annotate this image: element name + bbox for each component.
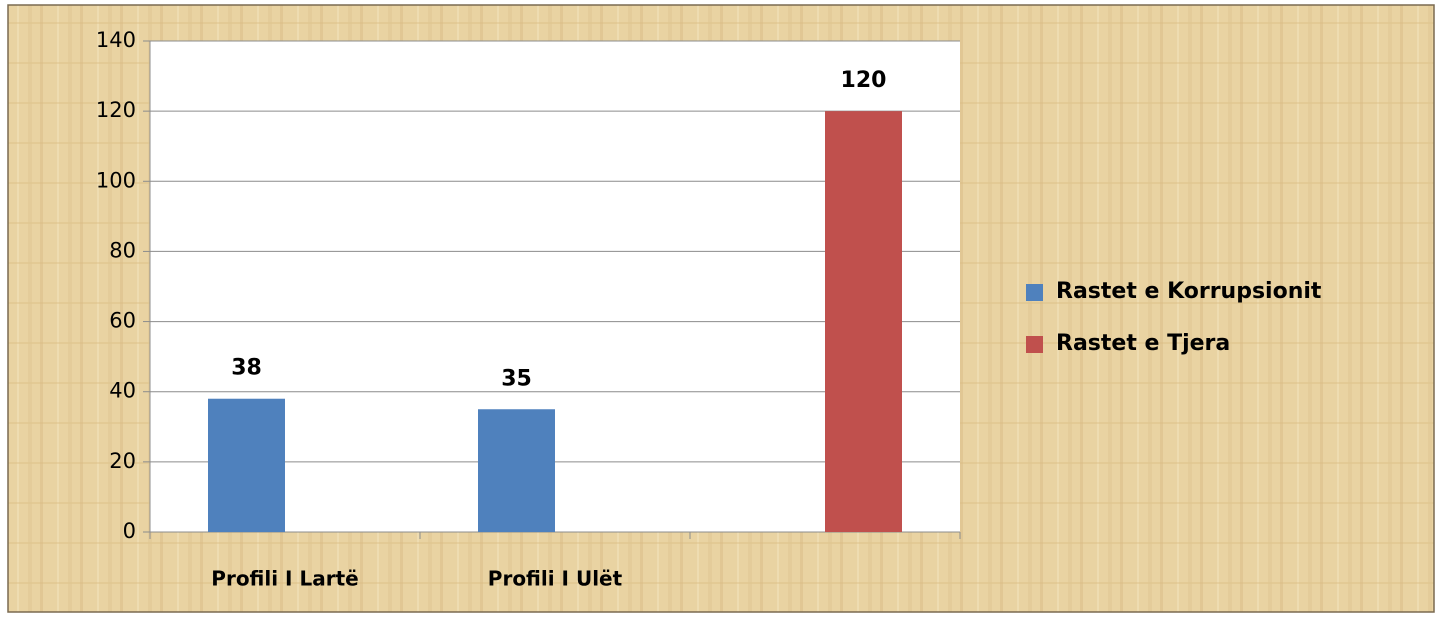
legend-label: Rastet e Korrupsionit xyxy=(1056,279,1322,304)
legend-swatch xyxy=(1026,284,1043,301)
bar xyxy=(825,111,902,533)
y-tick-label: 120 xyxy=(96,98,136,122)
y-tick-label: 0 xyxy=(123,519,136,543)
y-tick-label: 100 xyxy=(96,168,136,192)
y-tick-label: 40 xyxy=(109,379,136,403)
y-tick-label: 20 xyxy=(109,449,136,473)
y-tick-label: 60 xyxy=(109,309,136,333)
data-label: 38 xyxy=(231,356,262,381)
data-label: 120 xyxy=(841,68,887,93)
y-tick-label: 80 xyxy=(109,238,136,262)
legend-label: Rastet e Tjera xyxy=(1056,331,1230,356)
x-tick-label: Profili I Ulët xyxy=(488,567,623,591)
bar xyxy=(478,409,555,532)
x-tick-label: Profili I Lartë xyxy=(211,567,358,591)
data-label: 35 xyxy=(501,366,532,391)
y-tick-label: 140 xyxy=(96,28,136,52)
legend-swatch xyxy=(1026,336,1043,353)
bar xyxy=(208,398,285,532)
